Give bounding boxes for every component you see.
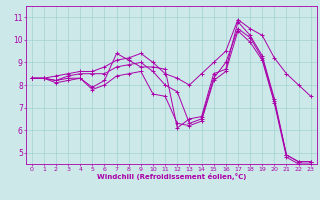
X-axis label: Windchill (Refroidissement éolien,°C): Windchill (Refroidissement éolien,°C) — [97, 173, 246, 180]
